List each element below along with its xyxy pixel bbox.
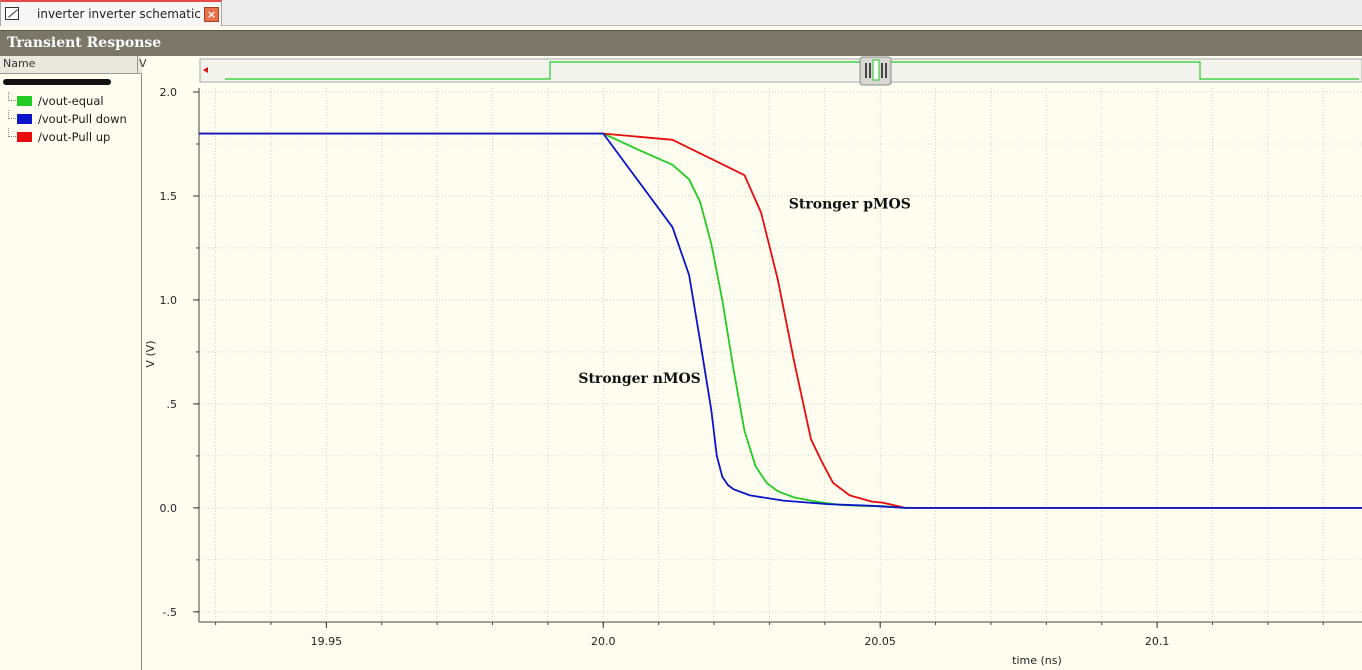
panel-title: Transient Response [7, 35, 162, 51]
legend-swatch [17, 114, 32, 124]
overview-thumb[interactable] [859, 56, 892, 86]
y-tick-label: .5 [167, 398, 178, 411]
y-tick-label: 0.0 [160, 502, 178, 515]
series-layer [199, 132, 1362, 509]
legend-label: /vout-Pull up [38, 130, 111, 144]
panel-title-bar: Transient Response [0, 30, 1362, 56]
x-axis-label: time (ns) [1012, 654, 1062, 667]
x-tick-label: 20.05 [864, 635, 896, 648]
tree-connector [8, 128, 18, 137]
y-tick-label: 1.0 [160, 294, 178, 307]
legend-panel: Name V /vout-equal /vout-Pull down /vout… [0, 56, 147, 670]
value-column-header[interactable]: V [139, 57, 147, 70]
y-tick-label: -.5 [163, 606, 177, 619]
tab-bar: inverter inverter schematic × [0, 0, 1362, 26]
series-line-vout-pull-up[interactable] [199, 132, 1362, 509]
x-tick-label: 19.95 [311, 635, 343, 648]
axis-ticks: 19.95 20.0 20.05 20.1 2.0 1.5 1.0 .5 0.0 -.5 [160, 86, 1324, 648]
chart-annotation: Stronger pMOS [789, 196, 911, 212]
tab-label: inverter inverter schematic [37, 7, 201, 21]
overview-left-arrow-icon[interactable] [203, 67, 208, 73]
overview-strip[interactable] [199, 56, 1362, 86]
gridlines [199, 88, 1362, 622]
legend-item-vout-pull-down[interactable]: /vout-Pull down [0, 110, 140, 128]
legend-swatch [17, 96, 32, 106]
legend-swatch [17, 132, 32, 142]
horizontal-scrollbar[interactable] [3, 79, 111, 85]
series-line-vout-pull-down[interactable] [199, 132, 1362, 509]
tab-inverter-schematic[interactable]: inverter inverter schematic × [0, 0, 222, 26]
x-tick-label: 20.1 [1145, 635, 1170, 648]
legend-label: /vout-Pull down [38, 112, 127, 126]
column-separator[interactable] [137, 56, 138, 74]
name-column-header[interactable]: Name [3, 57, 36, 70]
close-icon[interactable]: × [204, 7, 219, 22]
chart-annotation: Stronger nMOS [578, 371, 700, 387]
tree-connector [8, 110, 18, 119]
x-tick-label: 20.0 [591, 635, 616, 648]
legend-label: /vout-equal [38, 94, 104, 108]
schematic-doc-icon [5, 7, 19, 20]
transient-chart: 19.95 20.0 20.05 20.1 2.0 1.5 1.0 .5 0.0 -.5 Stro… [144, 56, 1362, 670]
tree-connector [8, 92, 18, 101]
y-axis-label: V (V) [144, 340, 157, 367]
overview-strip-frame [199, 58, 1362, 83]
y-tick-label: 1.5 [160, 190, 178, 203]
legend-item-vout-pull-up[interactable]: /vout-Pull up [0, 128, 140, 146]
legend-item-vout-equal[interactable]: /vout-equal [0, 92, 140, 110]
annotation-layer: Stronger pMOS Stronger nMOS [578, 196, 910, 387]
y-tick-label: 2.0 [160, 86, 178, 99]
plot-area[interactable] [199, 88, 1362, 670]
legend-column-header: Name V [0, 56, 147, 74]
